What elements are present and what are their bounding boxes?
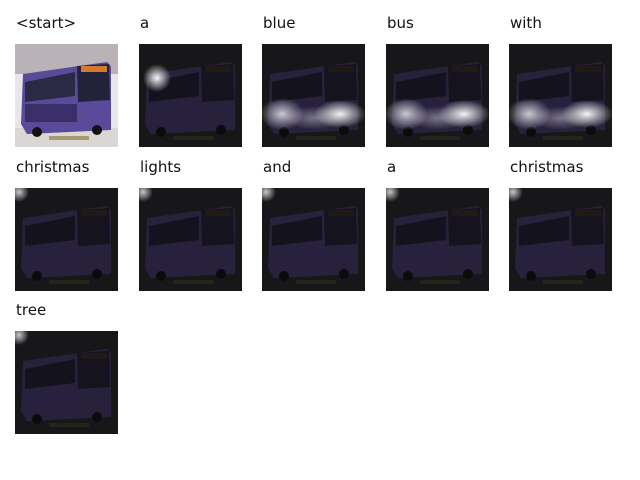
attention-map-image bbox=[262, 188, 365, 291]
token-label: lights bbox=[140, 158, 182, 176]
token-label: christmas bbox=[510, 158, 584, 176]
attention-frame: a bbox=[139, 14, 243, 147]
attention-frame: lights bbox=[139, 158, 243, 291]
attention-frame: bus bbox=[386, 14, 490, 147]
attention-map-image bbox=[139, 188, 242, 291]
attention-map-image bbox=[386, 44, 489, 147]
attention-map-image bbox=[386, 188, 489, 291]
token-label: <start> bbox=[16, 14, 77, 32]
token-label: and bbox=[263, 158, 292, 176]
attention-frame: <start> bbox=[15, 14, 119, 147]
token-label: tree bbox=[16, 301, 47, 319]
attention-frame: with bbox=[509, 14, 613, 147]
attention-frame: blue bbox=[262, 14, 366, 147]
token-label: a bbox=[140, 14, 150, 32]
attention-frame: christmas bbox=[15, 158, 119, 291]
attention-map-image bbox=[15, 44, 118, 147]
attention-frame: a bbox=[386, 158, 490, 291]
attention-map-image bbox=[139, 44, 242, 147]
token-label: with bbox=[510, 14, 542, 32]
attention-map-image bbox=[509, 188, 612, 291]
token-label: bus bbox=[387, 14, 414, 32]
token-label: blue bbox=[263, 14, 296, 32]
attention-map-image bbox=[15, 331, 118, 434]
token-label: christmas bbox=[16, 158, 90, 176]
token-label: a bbox=[387, 158, 397, 176]
attention-map-image bbox=[15, 188, 118, 291]
attention-frame: christmas bbox=[509, 158, 613, 291]
attention-map-image bbox=[509, 44, 612, 147]
attention-frame: tree bbox=[15, 301, 119, 434]
attention-map-image bbox=[262, 44, 365, 147]
attention-frame: and bbox=[262, 158, 366, 291]
